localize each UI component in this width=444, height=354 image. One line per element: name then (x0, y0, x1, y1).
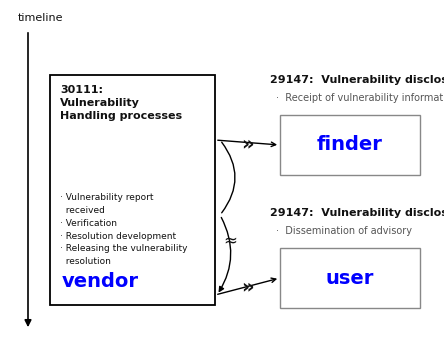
Text: finder: finder (317, 136, 383, 154)
Text: timeline: timeline (18, 13, 63, 23)
Bar (280, 115, 420, 175)
Bar (50, 75, 215, 305)
Text: ·  Receipt of vulnerability information: · Receipt of vulnerability information (276, 93, 444, 103)
Text: »: » (241, 277, 254, 296)
Text: ≈: ≈ (223, 231, 237, 249)
Text: · Vulnerability report
  received
· Verification
· Resolution development
· Rele: · Vulnerability report received · Verifi… (60, 193, 187, 266)
Text: 30111:
Vulnerability
Handling processes: 30111: Vulnerability Handling processes (60, 85, 182, 121)
Text: vendor: vendor (62, 272, 139, 291)
Text: ·  Dissemination of advisory: · Dissemination of advisory (276, 226, 412, 236)
Text: user: user (326, 268, 374, 287)
Text: 29147:  Vulnerability disclosure: 29147: Vulnerability disclosure (270, 208, 444, 218)
Text: 29147:  Vulnerability disclosure: 29147: Vulnerability disclosure (270, 75, 444, 85)
Text: »: » (241, 134, 254, 153)
Bar (280, 248, 420, 308)
